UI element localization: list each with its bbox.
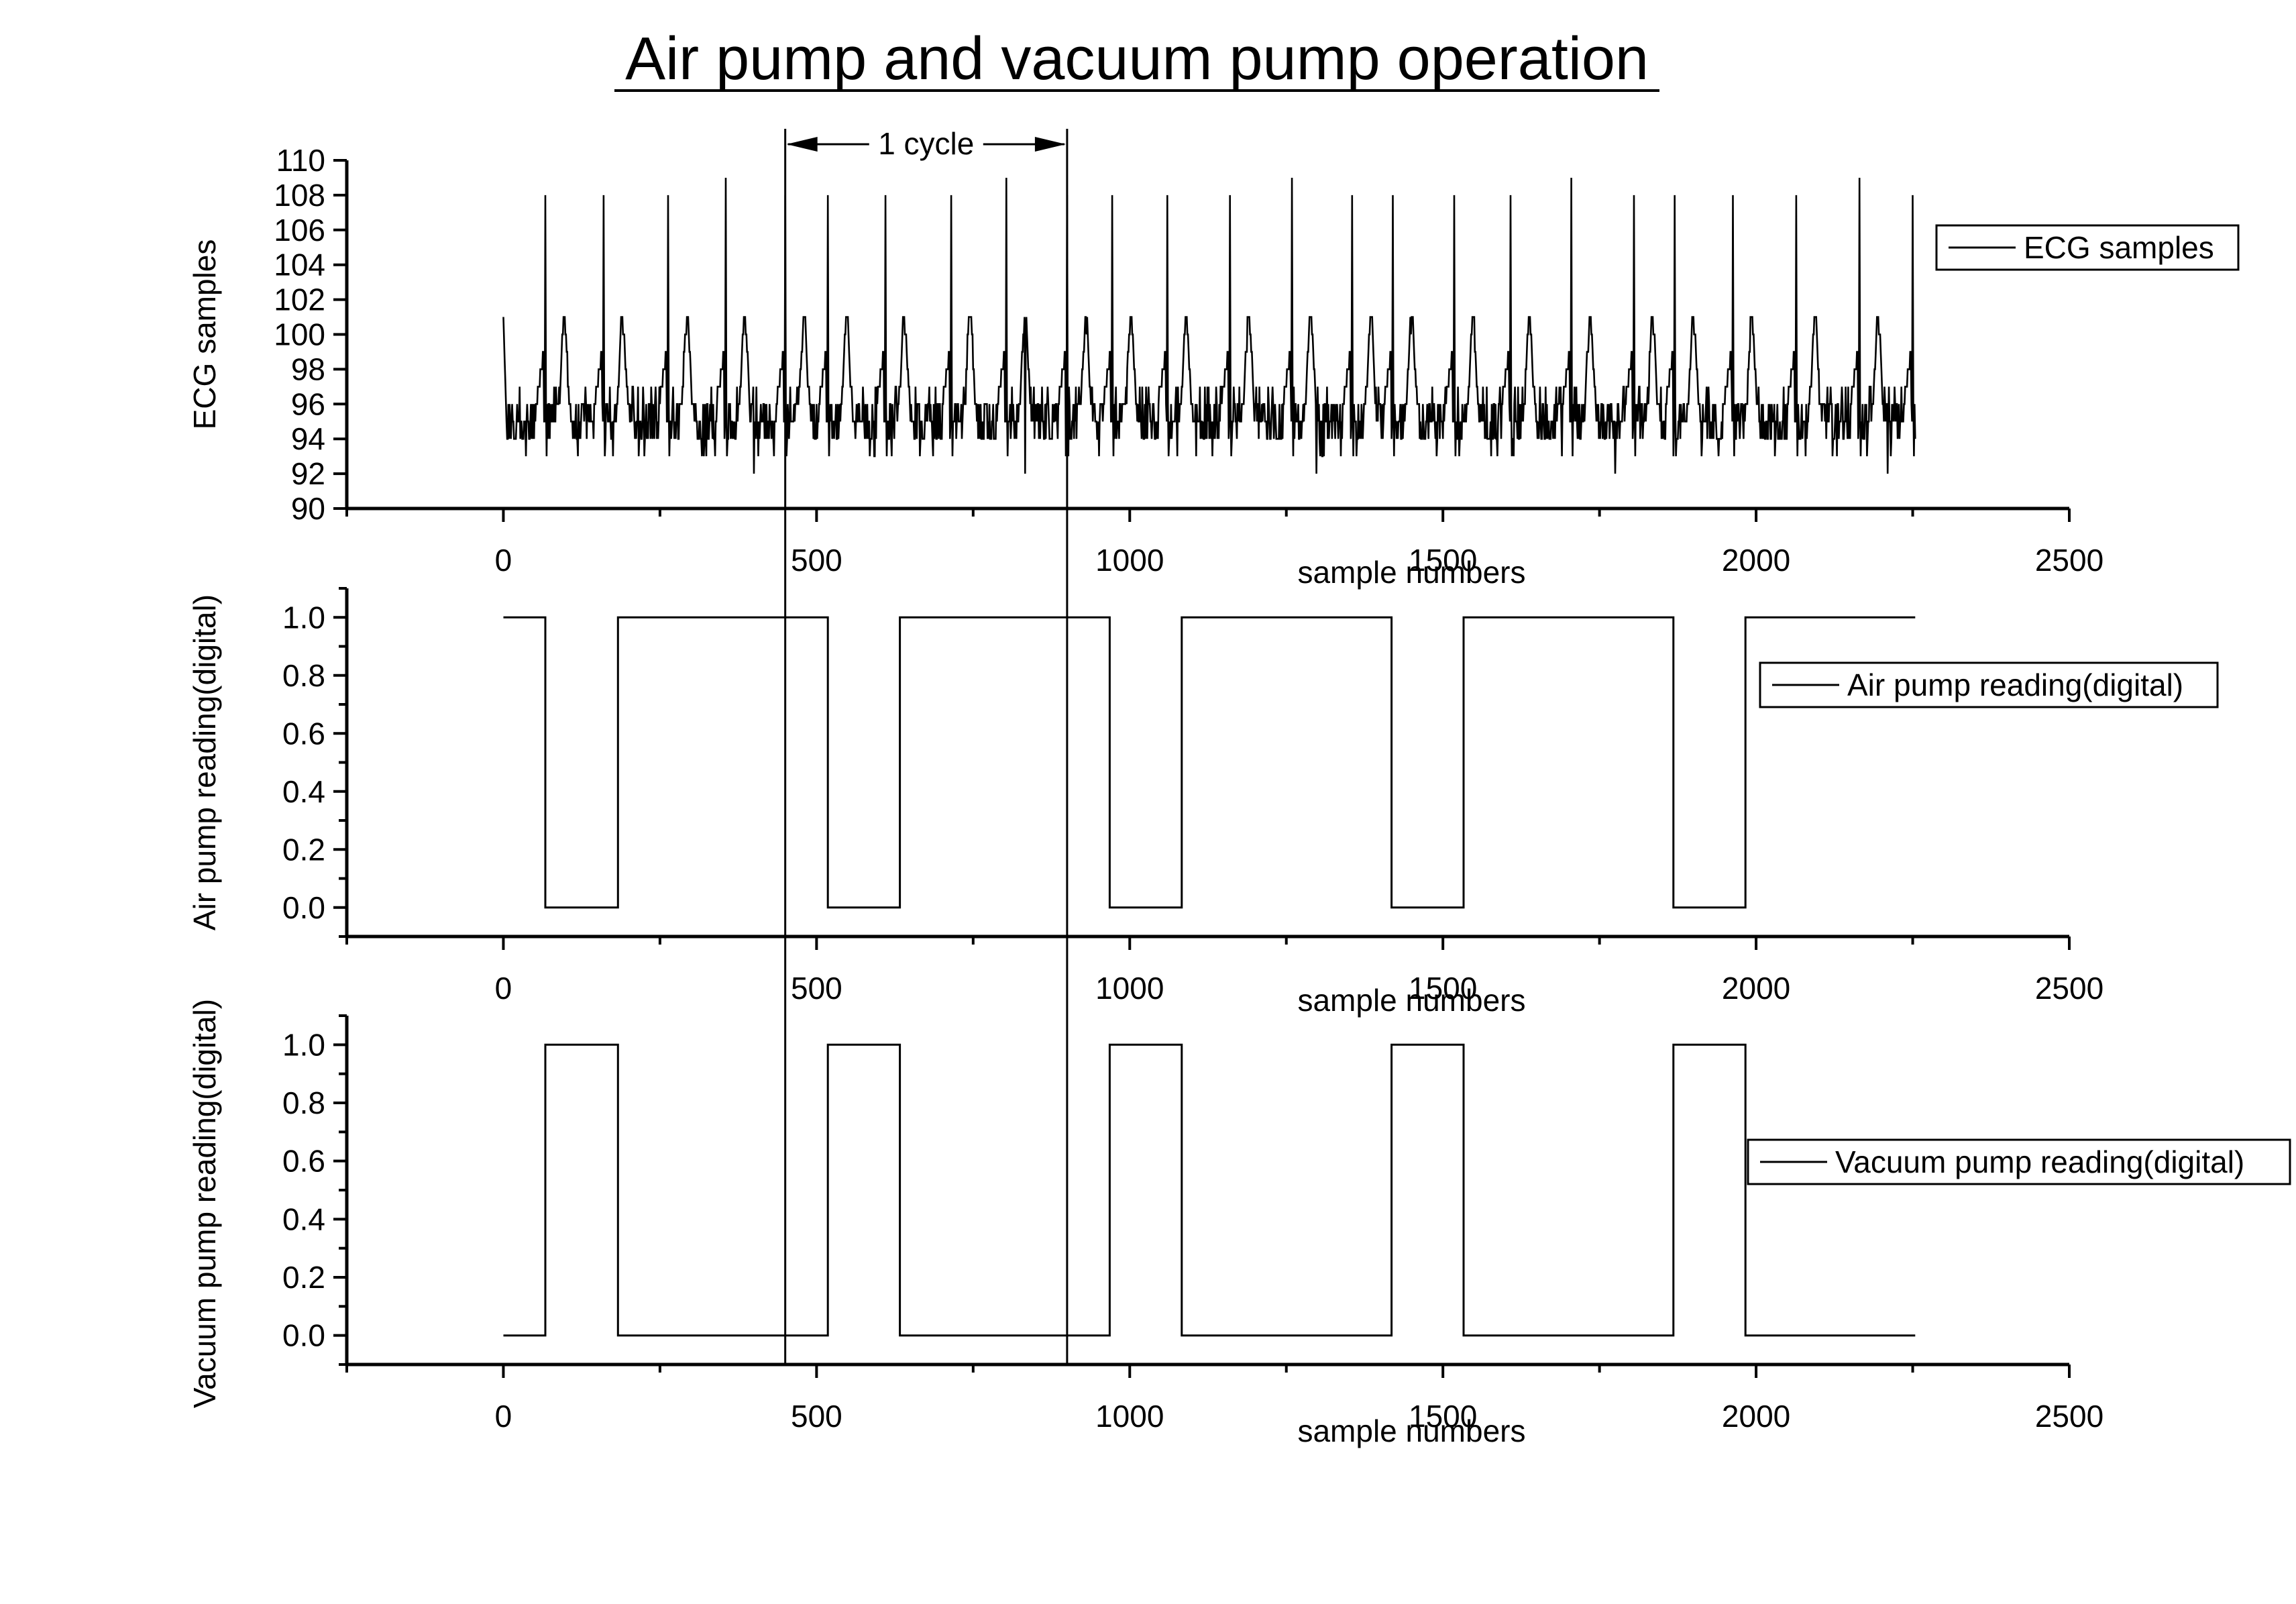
legend-ecg: ECG samples — [1935, 224, 2240, 271]
x-tick-label-air: 2000 — [1722, 971, 1790, 1006]
chart-title: Air pump and vacuum pump operation — [625, 25, 1649, 93]
y-tick-label-vacuum: 0.2 — [282, 1260, 325, 1295]
y-tick-label-ecg: 102 — [274, 282, 325, 317]
y-tick-label-ecg: 106 — [274, 213, 325, 248]
x-tick-label-air: 500 — [791, 971, 842, 1006]
x-tick-label-vacuum: 1000 — [1095, 1399, 1164, 1434]
cycle-label: 1 cycle — [878, 126, 974, 161]
y-tick-label-ecg: 98 — [291, 352, 325, 386]
x-tick-label-air: 0 — [495, 971, 512, 1006]
legend-box-vacuum — [1747, 1138, 2291, 1185]
y-tick-label-air: 0.6 — [282, 716, 325, 751]
y-tick-label-ecg: 110 — [276, 143, 325, 178]
x-tick-label-air: 1000 — [1095, 971, 1164, 1006]
x-tick-label-ecg: 500 — [791, 543, 842, 578]
y-tick-label-vacuum: 1.0 — [282, 1027, 325, 1062]
series-line-ecg — [502, 177, 1916, 474]
legend-label-ecg: ECG samples — [2024, 230, 2214, 265]
y-tick-label-ecg: 104 — [274, 248, 325, 282]
y-tick-label-vacuum: 0.8 — [282, 1085, 325, 1120]
y-axis-title-air: Air pump reading(digital) — [187, 594, 222, 930]
x-axis-title-vacuum: sample numbers — [1297, 1413, 1525, 1448]
y-tick-label-ecg: 94 — [291, 421, 325, 456]
y-tick-label-air: 0.8 — [282, 658, 325, 693]
x-tick-label-ecg: 1000 — [1095, 543, 1164, 578]
x-tick-label-ecg: 2500 — [2035, 543, 2103, 578]
x-tick-label-vacuum: 1500 — [1409, 1399, 1477, 1434]
y-tick-label-air: 1.0 — [282, 600, 325, 635]
legend-label-air: Air pump reading(digital) — [1847, 667, 2183, 702]
x-tick-label-ecg: 0 — [495, 543, 512, 578]
y-tick-label-ecg: 96 — [291, 386, 325, 421]
cycle-arrowhead-left — [786, 137, 818, 152]
y-tick-label-vacuum: 0.4 — [282, 1201, 325, 1236]
y-tick-label-vacuum: 0.0 — [282, 1318, 325, 1353]
y-tick-label-air: 0.4 — [282, 774, 325, 809]
legend-vacuum: Vacuum pump reading(digital) — [1747, 1138, 2291, 1185]
legend-air: Air pump reading(digital) — [1759, 661, 2219, 708]
y-tick-label-vacuum: 0.6 — [282, 1144, 325, 1179]
panel-air: 0.0 0.2 0.4 0.6 0.8 1.0 0 500 1000 1500 2000 2500 sa… — [187, 587, 2219, 1018]
y-tick-label-ecg: 100 — [274, 317, 325, 352]
x-tick-label-ecg: 1500 — [1409, 543, 1477, 578]
x-tick-label-vacuum: 0 — [495, 1399, 512, 1434]
series-line-vacuum — [503, 1043, 1916, 1337]
y-tick-label-ecg: 92 — [291, 456, 325, 491]
series-line-air — [503, 616, 1916, 909]
panel-vacuum: 0.0 0.2 0.4 0.6 0.8 1.0 0 500 1000 1500 2000 2500 sa… — [187, 999, 2291, 1448]
x-tick-label-air: 1500 — [1409, 971, 1477, 1006]
y-tick-label-ecg: 90 — [291, 491, 325, 526]
y-tick-label-air: 0.0 — [282, 890, 325, 925]
x-tick-label-air: 2500 — [2035, 971, 2103, 1006]
x-axis-title-air: sample numbers — [1297, 983, 1525, 1018]
x-tick-label-vacuum: 2500 — [2035, 1399, 2103, 1434]
y-axis-title-vacuum: Vacuum pump reading(digital) — [187, 999, 222, 1408]
y-axis-title-ecg: ECG samples — [187, 239, 222, 430]
y-tick-label-ecg: 108 — [274, 178, 325, 213]
x-axis-title-ecg: sample numbers — [1297, 555, 1525, 590]
x-tick-label-vacuum: 2000 — [1722, 1399, 1790, 1434]
x-tick-label-vacuum: 500 — [791, 1399, 842, 1434]
cycle-annotation: 1 cycle — [784, 126, 1069, 1365]
legend-label-vacuum: Vacuum pump reading(digital) — [1835, 1144, 2244, 1179]
y-tick-label-air: 0.2 — [282, 832, 325, 867]
x-tick-label-ecg: 2000 — [1722, 543, 1790, 578]
cycle-arrowhead-right — [1034, 137, 1066, 152]
